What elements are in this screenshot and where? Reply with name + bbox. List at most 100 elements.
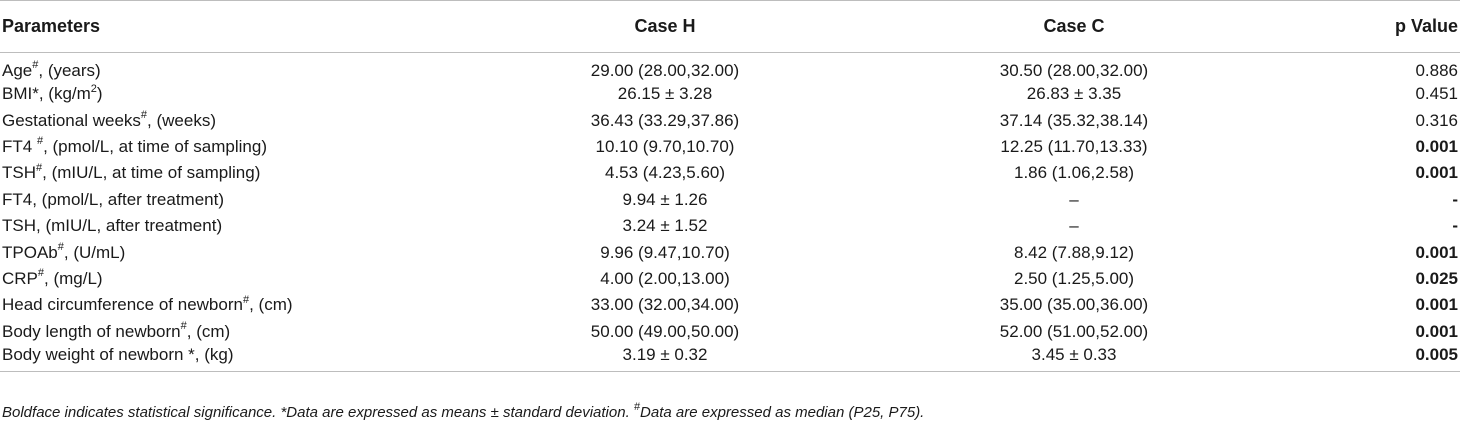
case-h-value: 9.94 ± 1.26: [622, 189, 708, 209]
parameter-label: Body length of newborn: [2, 321, 181, 341]
table-header-row: Parameters Case H Case C p Value: [0, 0, 1460, 53]
parameter-cell: Body length of newborn#, (cm): [0, 319, 460, 345]
case-h-value: 26.15 ± 3.28: [617, 84, 713, 104]
parameter-label: Age: [2, 61, 33, 80]
p-value: 0.005: [1278, 344, 1460, 372]
parameter-mark: 2: [90, 82, 97, 95]
parameter-cell: TSH#, (mIU/L, at time of sampling): [0, 160, 460, 186]
parameter-mark: #: [180, 320, 187, 333]
case-h-value: 3.19 ± 0.32: [460, 344, 870, 372]
parameter-mark: #: [32, 59, 39, 72]
parameter-unit: , (mg/L): [44, 268, 103, 288]
parameter-unit: , (U/mL): [63, 242, 126, 262]
case-h-value: 33.00 (32.00,34.00): [590, 295, 740, 315]
parameter-unit: , (pmol/L, at time of sampling): [43, 136, 267, 156]
parameter-mark: #: [36, 161, 43, 174]
table-row: TSH#, (mIU/L, at time of sampling) 4.53 (…: [0, 160, 1460, 186]
table-row: Head circumference of newborn#, (cm) 33.0…: [0, 292, 1460, 318]
parameter-label: Gestational weeks: [2, 110, 141, 130]
table-row: Gestational weeks#, (weeks) 36.43 (33.29,…: [0, 107, 1460, 133]
case-c-value: –: [1069, 189, 1079, 209]
table-row: FT4, (pmol/L, after treatment) 9.94 ± 1.2…: [0, 187, 1460, 213]
table-footnote: Boldface indicates statistical significa…: [2, 401, 925, 422]
parameter-unit: , (years): [38, 61, 101, 80]
parameter-cell: TPOAb#, (U/mL): [0, 239, 460, 265]
parameter-cell: TSH, (mIU/L, after treatment): [0, 213, 460, 239]
case-h-value: 9.96 (9.47,10.70): [600, 242, 730, 262]
p-value: 0.001: [1415, 321, 1458, 341]
parameter-unit: , (weeks): [147, 110, 216, 130]
p-value: 0.316: [1415, 110, 1458, 130]
case-h-value: 3.24 ± 1.52: [622, 216, 708, 236]
table-row: TSH, (mIU/L, after treatment) 3.24 ± 1.52…: [0, 213, 1460, 239]
parameter-cell: FT4, (pmol/L, after treatment): [0, 187, 460, 213]
case-c-value: 37.14 (35.32,38.14): [999, 110, 1149, 130]
case-h-value: 50.00 (49.00,50.00): [590, 321, 740, 341]
header-p-value: p Value: [1278, 0, 1460, 53]
case-h-value: 36.43 (33.29,37.86): [590, 110, 740, 130]
footnote-text-2: Data are expressed as median (P25, P75).: [640, 404, 925, 421]
table-row: Body length of newborn#, (cm) 50.00 (49.0…: [0, 319, 1460, 345]
p-value: 0.886: [1415, 61, 1458, 80]
table-row: Body weight of newborn *, (kg) 3.19 ± 0.3…: [0, 344, 1460, 372]
parameter-cell: Gestational weeks#, (weeks): [0, 107, 460, 133]
case-c-value: 52.00 (51.00,52.00): [999, 321, 1149, 341]
parameter-mark: #: [37, 267, 45, 280]
case-c-value: 30.50 (28.00,32.00): [999, 61, 1149, 80]
parameter-label: BMI*, (kg/m: [2, 84, 91, 104]
parameter-label: TPOAb: [2, 242, 58, 262]
parameter-cell: Body weight of newborn *, (kg): [0, 344, 460, 372]
parameter-mark: #: [242, 293, 250, 306]
header-case-c: Case C: [870, 0, 1278, 53]
footnote-mark: #: [633, 401, 641, 413]
parameter-unit: , (mIU/L, at time of sampling): [42, 163, 261, 183]
parameter-mark: #: [140, 108, 148, 121]
parameter-unit: , (cm): [186, 321, 231, 341]
table-row: CRP#, (mg/L) 4.00 (2.00,13.00) 2.50 (1.25,…: [0, 266, 1460, 292]
parameter-cell: Age#, (years): [0, 53, 460, 82]
parameters-table: Parameters Case H Case C p Value Age#, (…: [0, 0, 1460, 372]
case-h-value: 10.10 (9.70,10.70): [595, 136, 735, 156]
parameter-label: Head circumference of newborn: [2, 295, 243, 315]
parameter-label: FT4, (pmol/L, after treatment): [2, 189, 225, 209]
p-value: -: [1452, 216, 1458, 236]
table-row: FT4 #, (pmol/L, at time of sampling) 10.1…: [0, 134, 1460, 160]
header-parameters: Parameters: [0, 0, 460, 53]
case-c-value: 2.50 (1.25,5.00): [1013, 268, 1135, 288]
case-c-value: 12.25 (11.70,13.33): [1000, 136, 1148, 156]
p-value: 0.001: [1415, 242, 1458, 262]
parameter-cell: BMI*, (kg/m2): [0, 81, 460, 107]
case-c-value: 1.86 (1.06,2.58): [1013, 163, 1135, 183]
p-value: 0.001: [1415, 136, 1458, 156]
parameter-cell: FT4 #, (pmol/L, at time of sampling): [0, 134, 460, 160]
table-body: Age#, (years) 29.00 (28.00,32.00) 30.50 (2…: [0, 53, 1460, 372]
p-value: -: [1452, 189, 1458, 209]
table-row: Age#, (years) 29.00 (28.00,32.00) 30.50 (2…: [0, 53, 1460, 82]
parameter-label: CRP: [2, 268, 38, 288]
header-case-h: Case H: [460, 0, 870, 53]
table-row: BMI*, (kg/m2) 26.15 ± 3.28 26.83 ± 3.35 0.4…: [0, 81, 1460, 107]
parameter-cell: CRP#, (mg/L): [0, 266, 460, 292]
case-c-value: 35.00 (35.00,36.00): [999, 295, 1149, 315]
case-c-value: –: [1069, 216, 1079, 236]
parameter-unit: ): [96, 84, 103, 104]
parameter-label: Body weight of newborn *, (kg): [2, 344, 234, 364]
footnote-text-1: Boldface indicates statistical significa…: [2, 404, 634, 421]
case-h-value: 29.00 (28.00,32.00): [590, 61, 740, 80]
parameter-label: FT4: [2, 136, 37, 156]
p-value: 0.001: [1415, 163, 1458, 183]
case-c-value: 8.42 (7.88,9.12): [1013, 242, 1135, 262]
table-row: TPOAb#, (U/mL) 9.96 (9.47,10.70) 8.42 (7.8…: [0, 239, 1460, 265]
parameter-mark: #: [57, 240, 64, 253]
parameter-unit: , (cm): [249, 295, 293, 315]
parameter-label: TSH, (mIU/L, after treatment): [2, 216, 223, 236]
p-value: 0.451: [1415, 84, 1458, 104]
p-value: 0.025: [1415, 268, 1458, 288]
parameter-cell: Head circumference of newborn#, (cm): [0, 292, 460, 318]
p-value: 0.001: [1415, 295, 1458, 315]
case-h-value: 4.53 (4.23,5.60): [604, 163, 726, 183]
parameter-label: TSH: [2, 163, 36, 183]
parameter-mark: #: [36, 135, 44, 148]
case-h-value: 4.00 (2.00,13.00): [600, 268, 730, 288]
